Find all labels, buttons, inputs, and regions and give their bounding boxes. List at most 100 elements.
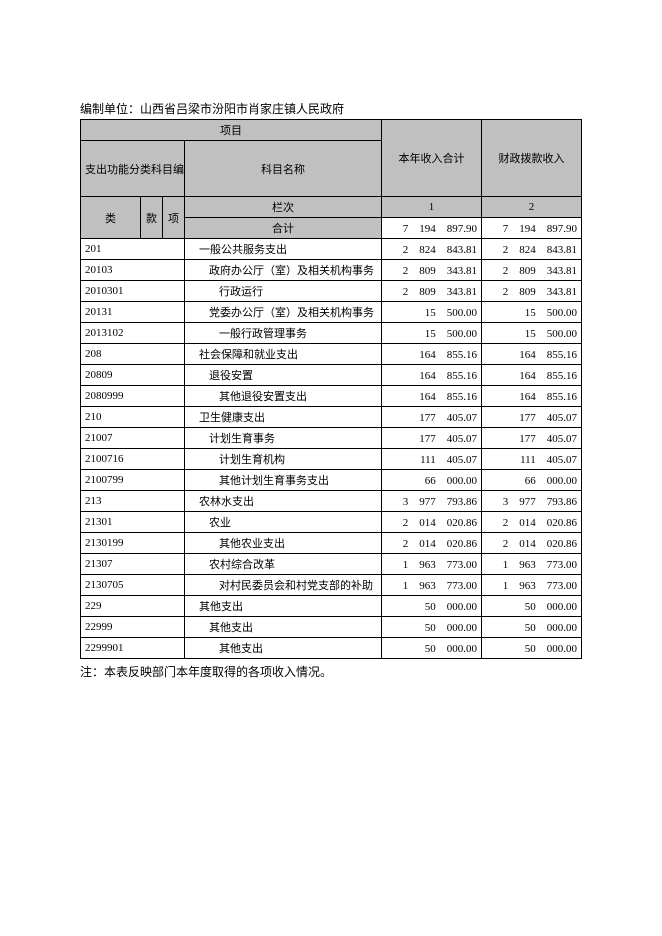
cell-code: 2010301 bbox=[81, 281, 185, 302]
cell-v2: 164 855.16 bbox=[482, 365, 582, 386]
cell-code: 2130199 bbox=[81, 533, 185, 554]
cell-v2: 3 977 793.86 bbox=[482, 491, 582, 512]
table-row: 201一般公共服务支出2 824 843.812 824 843.81 bbox=[81, 239, 582, 260]
cell-name: 农村综合改革 bbox=[185, 554, 382, 575]
cell-name: 退役安置 bbox=[185, 365, 382, 386]
footnote: 注：本表反映部门本年度取得的各项收入情况。 bbox=[80, 663, 582, 680]
cell-code: 20131 bbox=[81, 302, 185, 323]
hdr-col1: 1 bbox=[382, 197, 482, 218]
table-row: 2013102一般行政管理事务15 500.0015 500.00 bbox=[81, 323, 582, 344]
cell-code: 2080999 bbox=[81, 386, 185, 407]
cell-name: 卫生健康支出 bbox=[185, 407, 382, 428]
hdr-fiscal-income: 财政拨款收入 bbox=[482, 120, 582, 197]
cell-code: 208 bbox=[81, 344, 185, 365]
cell-code: 213 bbox=[81, 491, 185, 512]
hdr-lei: 类 bbox=[81, 197, 141, 239]
cell-name: 其他农业支出 bbox=[185, 533, 382, 554]
cell-v2: 15 500.00 bbox=[482, 323, 582, 344]
cell-v2: 66 000.00 bbox=[482, 470, 582, 491]
cell-v1: 177 405.07 bbox=[382, 407, 482, 428]
unit-label: 编制单位：山西省吕梁市汾阳市肖家庄镇人民政府 bbox=[80, 100, 582, 117]
cell-v1: 164 855.16 bbox=[382, 344, 482, 365]
cell-v1: 1 963 773.00 bbox=[382, 554, 482, 575]
cell-v2: 2 809 343.81 bbox=[482, 260, 582, 281]
cell-v1: 177 405.07 bbox=[382, 428, 482, 449]
cell-name: 社会保障和就业支出 bbox=[185, 344, 382, 365]
table-row: 2100799其他计划生育事务支出66 000.0066 000.00 bbox=[81, 470, 582, 491]
cell-v2: 50 000.00 bbox=[482, 596, 582, 617]
cell-code: 201 bbox=[81, 239, 185, 260]
cell-code: 2130705 bbox=[81, 575, 185, 596]
table-row: 2080999其他退役安置支出164 855.16164 855.16 bbox=[81, 386, 582, 407]
hdr-func-code: 支出功能分类科目编码 bbox=[81, 141, 185, 197]
cell-name: 计划生育机构 bbox=[185, 449, 382, 470]
hdr-kuan: 款 bbox=[141, 197, 163, 239]
cell-v1: 164 855.16 bbox=[382, 365, 482, 386]
cell-v1: 50 000.00 bbox=[382, 638, 482, 659]
cell-code: 21307 bbox=[81, 554, 185, 575]
table-row: 21301农业2 014 020.862 014 020.86 bbox=[81, 512, 582, 533]
hdr-subject-name: 科目名称 bbox=[185, 141, 382, 197]
hdr-col2: 2 bbox=[482, 197, 582, 218]
hdr-xiang: 项 bbox=[163, 197, 185, 239]
cell-v1: 50 000.00 bbox=[382, 596, 482, 617]
table-row: 21307农村综合改革1 963 773.001 963 773.00 bbox=[81, 554, 582, 575]
cell-v1: 111 405.07 bbox=[382, 449, 482, 470]
total-v2: 7 194 897.90 bbox=[482, 218, 582, 239]
cell-name: 行政运行 bbox=[185, 281, 382, 302]
cell-name: 其他支出 bbox=[185, 638, 382, 659]
table-row: 20103政府办公厅（室）及相关机构事务2 809 343.812 809 34… bbox=[81, 260, 582, 281]
cell-name: 对村民委员会和村党支部的补助 bbox=[185, 575, 382, 596]
cell-code: 20103 bbox=[81, 260, 185, 281]
hdr-project: 项目 bbox=[81, 120, 382, 141]
table-row: 2130199其他农业支出2 014 020.862 014 020.86 bbox=[81, 533, 582, 554]
hdr-lanci: 栏次 bbox=[185, 197, 382, 218]
table-row: 208社会保障和就业支出164 855.16164 855.16 bbox=[81, 344, 582, 365]
cell-name: 一般行政管理事务 bbox=[185, 323, 382, 344]
cell-v2: 164 855.16 bbox=[482, 344, 582, 365]
cell-v1: 2 014 020.86 bbox=[382, 533, 482, 554]
cell-v2: 2 014 020.86 bbox=[482, 533, 582, 554]
cell-name: 其他计划生育事务支出 bbox=[185, 470, 382, 491]
cell-code: 2013102 bbox=[81, 323, 185, 344]
cell-v2: 177 405.07 bbox=[482, 407, 582, 428]
cell-v1: 2 809 343.81 bbox=[382, 260, 482, 281]
cell-name: 政府办公厅（室）及相关机构事务 bbox=[185, 260, 382, 281]
cell-v2: 177 405.07 bbox=[482, 428, 582, 449]
cell-v1: 3 977 793.86 bbox=[382, 491, 482, 512]
cell-v2: 2 014 020.86 bbox=[482, 512, 582, 533]
income-table: 项目 本年收入合计 财政拨款收入 支出功能分类科目编码 科目名称 类 款 项 栏… bbox=[80, 119, 582, 659]
table-row: 20809退役安置164 855.16164 855.16 bbox=[81, 365, 582, 386]
table-row: 2130705对村民委员会和村党支部的补助1 963 773.001 963 7… bbox=[81, 575, 582, 596]
cell-name: 其他支出 bbox=[185, 617, 382, 638]
table-row: 213农林水支出3 977 793.863 977 793.86 bbox=[81, 491, 582, 512]
cell-v1: 2 824 843.81 bbox=[382, 239, 482, 260]
cell-code: 22999 bbox=[81, 617, 185, 638]
cell-code: 2100716 bbox=[81, 449, 185, 470]
cell-name: 计划生育事务 bbox=[185, 428, 382, 449]
cell-name: 其他支出 bbox=[185, 596, 382, 617]
table-row: 2100716计划生育机构111 405.07111 405.07 bbox=[81, 449, 582, 470]
cell-code: 2299901 bbox=[81, 638, 185, 659]
total-v1: 7 194 897.90 bbox=[382, 218, 482, 239]
cell-name: 一般公共服务支出 bbox=[185, 239, 382, 260]
cell-v1: 2 809 343.81 bbox=[382, 281, 482, 302]
table-row: 2010301行政运行2 809 343.812 809 343.81 bbox=[81, 281, 582, 302]
hdr-heji: 合计 bbox=[185, 218, 382, 239]
cell-v1: 66 000.00 bbox=[382, 470, 482, 491]
cell-v1: 50 000.00 bbox=[382, 617, 482, 638]
cell-v2: 50 000.00 bbox=[482, 638, 582, 659]
cell-v1: 15 500.00 bbox=[382, 323, 482, 344]
cell-v2: 15 500.00 bbox=[482, 302, 582, 323]
cell-code: 21301 bbox=[81, 512, 185, 533]
cell-code: 2100799 bbox=[81, 470, 185, 491]
cell-v1: 1 963 773.00 bbox=[382, 575, 482, 596]
cell-code: 21007 bbox=[81, 428, 185, 449]
cell-name: 其他退役安置支出 bbox=[185, 386, 382, 407]
cell-name: 党委办公厅（室）及相关机构事务 bbox=[185, 302, 382, 323]
cell-v2: 1 963 773.00 bbox=[482, 554, 582, 575]
hdr-income-total: 本年收入合计 bbox=[382, 120, 482, 197]
cell-code: 20809 bbox=[81, 365, 185, 386]
cell-name: 农业 bbox=[185, 512, 382, 533]
table-row: 22999其他支出50 000.0050 000.00 bbox=[81, 617, 582, 638]
